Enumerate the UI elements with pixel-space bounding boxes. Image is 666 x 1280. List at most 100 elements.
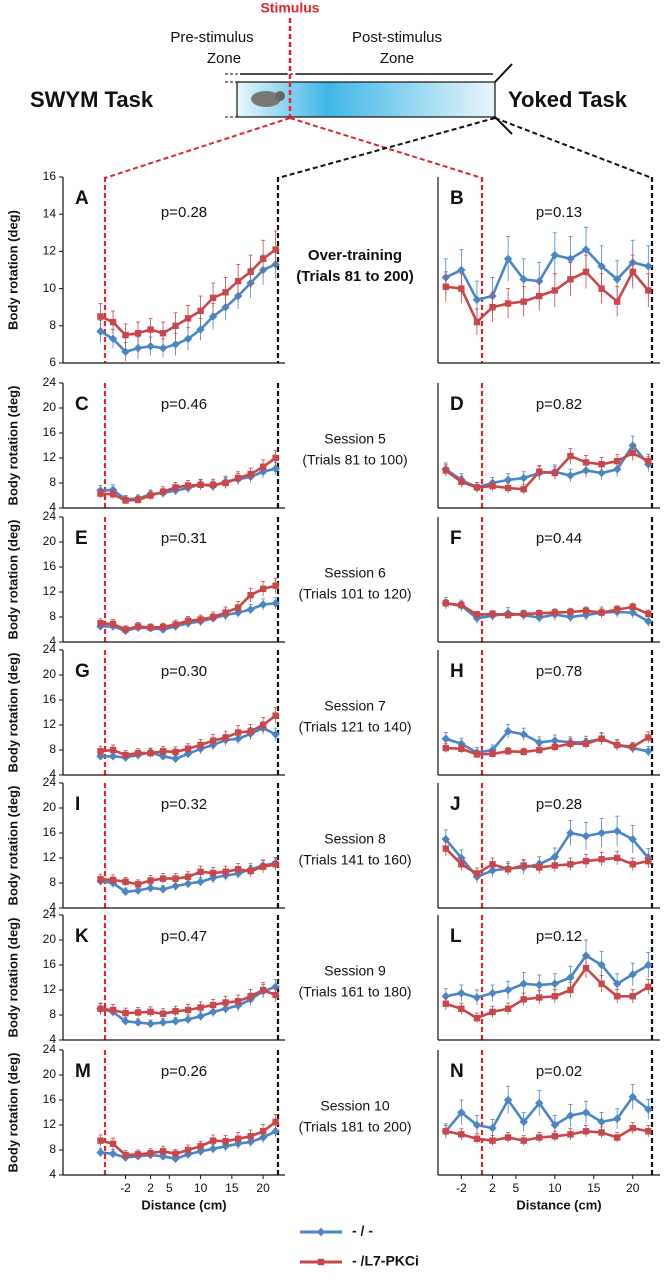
marker — [520, 1137, 527, 1144]
marker — [489, 482, 496, 490]
marker — [159, 1148, 167, 1155]
marker — [259, 986, 267, 994]
marker — [567, 986, 574, 994]
marker — [222, 479, 229, 487]
marker — [519, 730, 528, 739]
marker — [159, 748, 167, 755]
panel-letter: I — [75, 794, 80, 815]
marker — [97, 748, 104, 755]
marker — [183, 334, 193, 344]
marker — [159, 875, 167, 882]
condition-label: (Trials 161 to 180) — [298, 984, 411, 1000]
y-axis-label: Body rotation (deg) — [5, 1053, 20, 1173]
panel-letter: M — [75, 1061, 91, 1082]
marker — [566, 1111, 575, 1120]
marker — [147, 492, 154, 499]
marker — [519, 1117, 528, 1127]
marker — [504, 611, 512, 619]
marker — [197, 868, 204, 875]
x-tick-label: 10 — [548, 1181, 562, 1195]
marker — [158, 343, 168, 353]
y-tick-label: 8 — [49, 875, 56, 889]
marker — [551, 862, 559, 869]
marker — [550, 852, 560, 861]
series-line — [444, 829, 650, 879]
marker — [613, 298, 621, 305]
y-tick-label: 4 — [49, 634, 56, 648]
y-tick-label: 20 — [43, 400, 57, 414]
y-axis-label: Body rotation (deg) — [5, 210, 20, 330]
series-line — [445, 953, 649, 999]
marker — [504, 748, 512, 755]
marker — [489, 1008, 496, 1016]
marker — [184, 315, 192, 322]
marker — [234, 1135, 242, 1142]
y-tick-label: 4 — [49, 767, 56, 781]
marker — [551, 287, 559, 294]
marker — [172, 484, 179, 491]
marker — [183, 1015, 193, 1024]
marker — [121, 347, 130, 357]
marker — [184, 873, 192, 880]
marker — [97, 876, 104, 883]
marker — [567, 608, 574, 616]
marker — [567, 1131, 574, 1138]
marker — [644, 747, 653, 756]
marker — [197, 1004, 204, 1011]
marker — [473, 751, 481, 758]
marker — [159, 488, 167, 495]
y-axis-label: Body rotation (deg) — [5, 653, 20, 773]
marker — [629, 743, 636, 751]
y-tick-label: 16 — [43, 957, 57, 971]
marker — [458, 478, 465, 485]
marker — [147, 749, 154, 757]
y-tick-label: 24 — [43, 642, 57, 656]
y-tick-label: 16 — [43, 425, 57, 439]
marker — [209, 481, 217, 489]
marker — [247, 268, 254, 276]
x-tick-label: 5 — [166, 1181, 173, 1195]
marker — [581, 831, 591, 841]
marker — [520, 610, 527, 618]
marker — [271, 730, 280, 739]
panel-letter: F — [450, 528, 462, 549]
annotation: p=0.13 — [536, 204, 582, 221]
marker — [259, 1128, 267, 1135]
marker — [172, 875, 179, 882]
marker — [520, 486, 527, 493]
marker — [535, 1098, 544, 1108]
marker — [121, 887, 130, 896]
marker — [645, 287, 652, 294]
y-tick-label: 16 — [43, 692, 57, 706]
marker — [582, 740, 590, 747]
annotation: p=0.02 — [536, 1063, 582, 1080]
y-tick-label: 8 — [49, 1142, 56, 1156]
marker — [133, 1018, 143, 1027]
annotation: p=0.82 — [536, 396, 582, 413]
y-tick-label: 20 — [43, 1067, 57, 1081]
marker — [209, 1001, 217, 1009]
projection-line — [277, 117, 496, 179]
panel-letter: D — [450, 394, 464, 415]
marker — [317, 1258, 325, 1266]
marker — [146, 883, 155, 893]
legend-label: - /L7-PKCi — [352, 1253, 419, 1269]
marker — [247, 471, 254, 478]
marker — [472, 295, 482, 304]
marker — [597, 828, 606, 838]
y-tick-label: 8 — [49, 1007, 56, 1021]
marker — [629, 993, 636, 1000]
y-tick-label: 4 — [49, 1167, 56, 1181]
x-tick-label: -2 — [456, 1181, 467, 1195]
marker — [109, 491, 117, 498]
x-tick-label: 2 — [147, 1181, 154, 1195]
marker — [473, 1014, 481, 1022]
marker — [122, 878, 129, 885]
annotation: p=0.78 — [536, 663, 582, 680]
annotation: p=0.28 — [161, 204, 207, 221]
marker — [183, 879, 193, 888]
